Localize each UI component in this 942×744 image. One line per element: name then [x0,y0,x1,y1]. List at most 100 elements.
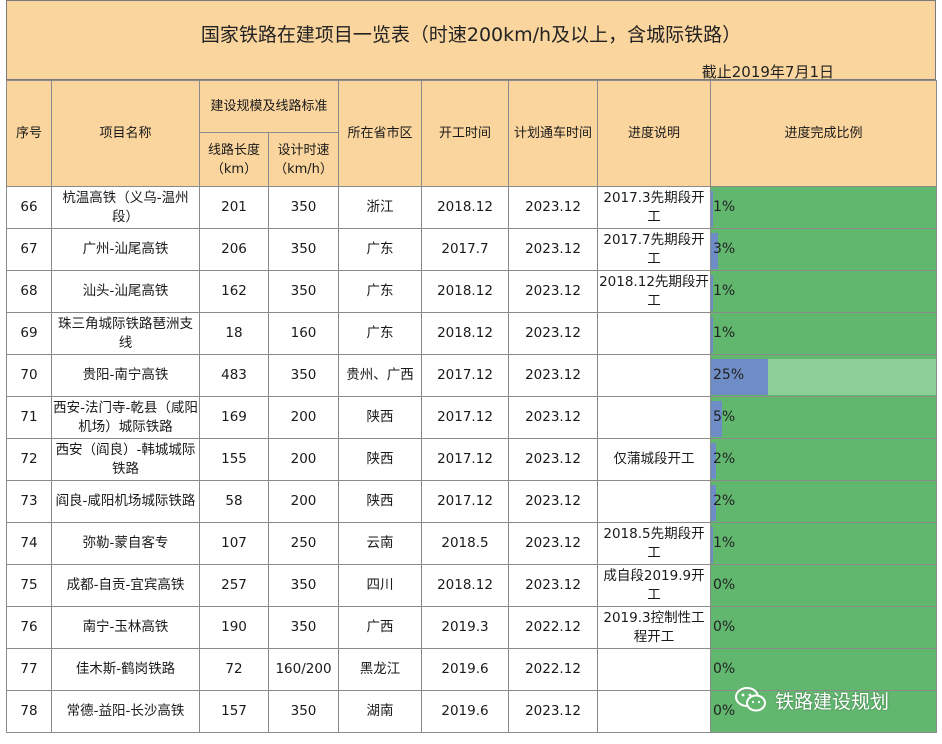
table-row: 75 成都-自贡-宜宾高铁 257 350 四川 2018.12 2023.12 成自段201… [6,564,937,607]
cell-length: 257 [199,564,269,607]
cell-progress: 1% [710,186,937,229]
cell-start: 2017.7 [421,228,509,271]
cell-seq: 74 [6,522,52,565]
cell-province: 陕西 [338,396,422,439]
cell-open: 2023.12 [508,564,598,607]
cell-length: 58 [199,480,269,523]
cell-note [597,312,711,355]
cell-seq: 73 [6,480,52,523]
cell-speed: 160/200 [268,648,339,691]
cell-length: 18 [199,312,269,355]
cell-speed: 350 [268,690,339,733]
cell-name: 汕头-汕尾高铁 [51,270,200,313]
header-scale-group: 建设规模及线路标准 [199,80,339,133]
cell-speed: 200 [268,438,339,481]
watermark-text: 铁路建设规划 [775,690,890,713]
progress-label: 25% [713,367,745,383]
cell-speed: 250 [268,522,339,565]
cell-province: 广东 [338,270,422,313]
cell-progress: 1% [710,312,937,355]
cell-seq: 77 [6,648,52,691]
cell-start: 2017.12 [421,354,509,397]
cell-note [597,480,711,523]
progress-bar [711,359,768,395]
cell-length: 201 [199,186,269,229]
header-length: 线路长度（km） [199,132,269,187]
cell-note: 成自段2019.9开工 [597,564,711,607]
cell-province: 浙江 [338,186,422,229]
cell-seq: 78 [6,690,52,733]
cell-progress: 25% [710,354,937,397]
cell-province: 陕西 [338,438,422,481]
cell-name: 弥勒-蒙自客专 [51,522,200,565]
cell-note: 2017.7先期段开工 [597,228,711,271]
table-row: 68 汕头-汕尾高铁 162 350 广东 2018.12 2023.12 2018.12先期… [6,270,937,313]
progress-label: 1% [713,199,736,215]
cell-start: 2018.12 [421,564,509,607]
cell-length: 157 [199,690,269,733]
cell-length: 190 [199,606,269,649]
header-seq: 序号 [6,80,52,187]
cell-name: 珠三角城际铁路琶洲支线 [51,312,200,355]
cell-start: 2018.12 [421,186,509,229]
as-of-date: 截止2019年7月1日 [701,63,834,81]
table-row: 77 佳木斯-鹤岗铁路 72 160/200 黑龙江 2019.6 2022.12 0% [6,648,937,691]
table-row: 69 珠三角城际铁路琶洲支线 18 160 广东 2018.12 2023.12 1% [6,312,937,355]
progress-bar [711,485,716,521]
cell-open: 2023.12 [508,270,598,313]
cell-seq: 75 [6,564,52,607]
table-row: 70 贵阳-南宁高铁 483 350 贵州、广西 2017.12 2023.12 25% [6,354,937,397]
header-progress-ratio: 进度完成比例 [710,80,937,187]
cell-open: 2023.12 [508,186,598,229]
cell-open: 2023.12 [508,438,598,481]
progress-label: 0% [713,577,736,593]
cell-speed: 350 [268,228,339,271]
cell-seq: 76 [6,606,52,649]
header-open: 计划通车时间 [508,80,598,187]
progress-label: 0% [713,661,736,677]
progress-bar [711,443,716,479]
table-row: 78 常德-益阳-长沙高铁 157 350 湖南 2019.6 2023.12 0% [6,690,937,733]
cell-length: 72 [199,648,269,691]
header-start: 开工时间 [421,80,509,187]
cell-note: 2018.5先期段开工 [597,522,711,565]
watermark: 铁路建设规划 [735,686,889,714]
sheet-title: 国家铁路在建项目一览表（时速200km/h及以上，含城际铁路） [200,24,742,46]
cell-note: 2017.3先期段开工 [597,186,711,229]
progress-bar [711,233,718,269]
cell-speed: 350 [268,606,339,649]
cell-open: 2023.12 [508,480,598,523]
cell-seq: 72 [6,438,52,481]
cell-note [597,396,711,439]
cell-name: 南宁-玉林高铁 [51,606,200,649]
cell-province: 湖南 [338,690,422,733]
cell-seq: 66 [6,186,52,229]
cell-length: 483 [199,354,269,397]
projects-table: 序号 项目名称 建设规模及线路标准 所在省市区 开工时间 计划通车时间 进度说明… [6,80,937,733]
cell-start: 2019.6 [421,690,509,733]
progress-bar [711,527,713,563]
progress-bar [711,317,713,353]
cell-open: 2022.12 [508,648,598,691]
cell-speed: 350 [268,564,339,607]
cell-progress: 2% [710,438,937,481]
cell-province: 广西 [338,606,422,649]
table-row: 74 弥勒-蒙自客专 107 250 云南 2018.5 2023.12 2018.5先期段开… [6,522,937,565]
cell-length: 206 [199,228,269,271]
progress-label: 0% [713,619,736,635]
progress-bar [711,191,713,227]
cell-progress: 5% [710,396,937,439]
cell-seq: 68 [6,270,52,313]
cell-start: 2018.12 [421,270,509,313]
header-progress-note: 进度说明 [597,80,711,187]
cell-length: 155 [199,438,269,481]
cell-open: 2023.12 [508,690,598,733]
progress-label: 1% [713,535,736,551]
wechat-icon [735,687,766,712]
table-row: 67 广州-汕尾高铁 206 350 广东 2017.7 2023.12 2017.7先期段开… [6,228,937,271]
cell-progress: 1% [710,270,937,313]
cell-start: 2018.5 [421,522,509,565]
cell-name: 常德-益阳-长沙高铁 [51,690,200,733]
cell-length: 162 [199,270,269,313]
